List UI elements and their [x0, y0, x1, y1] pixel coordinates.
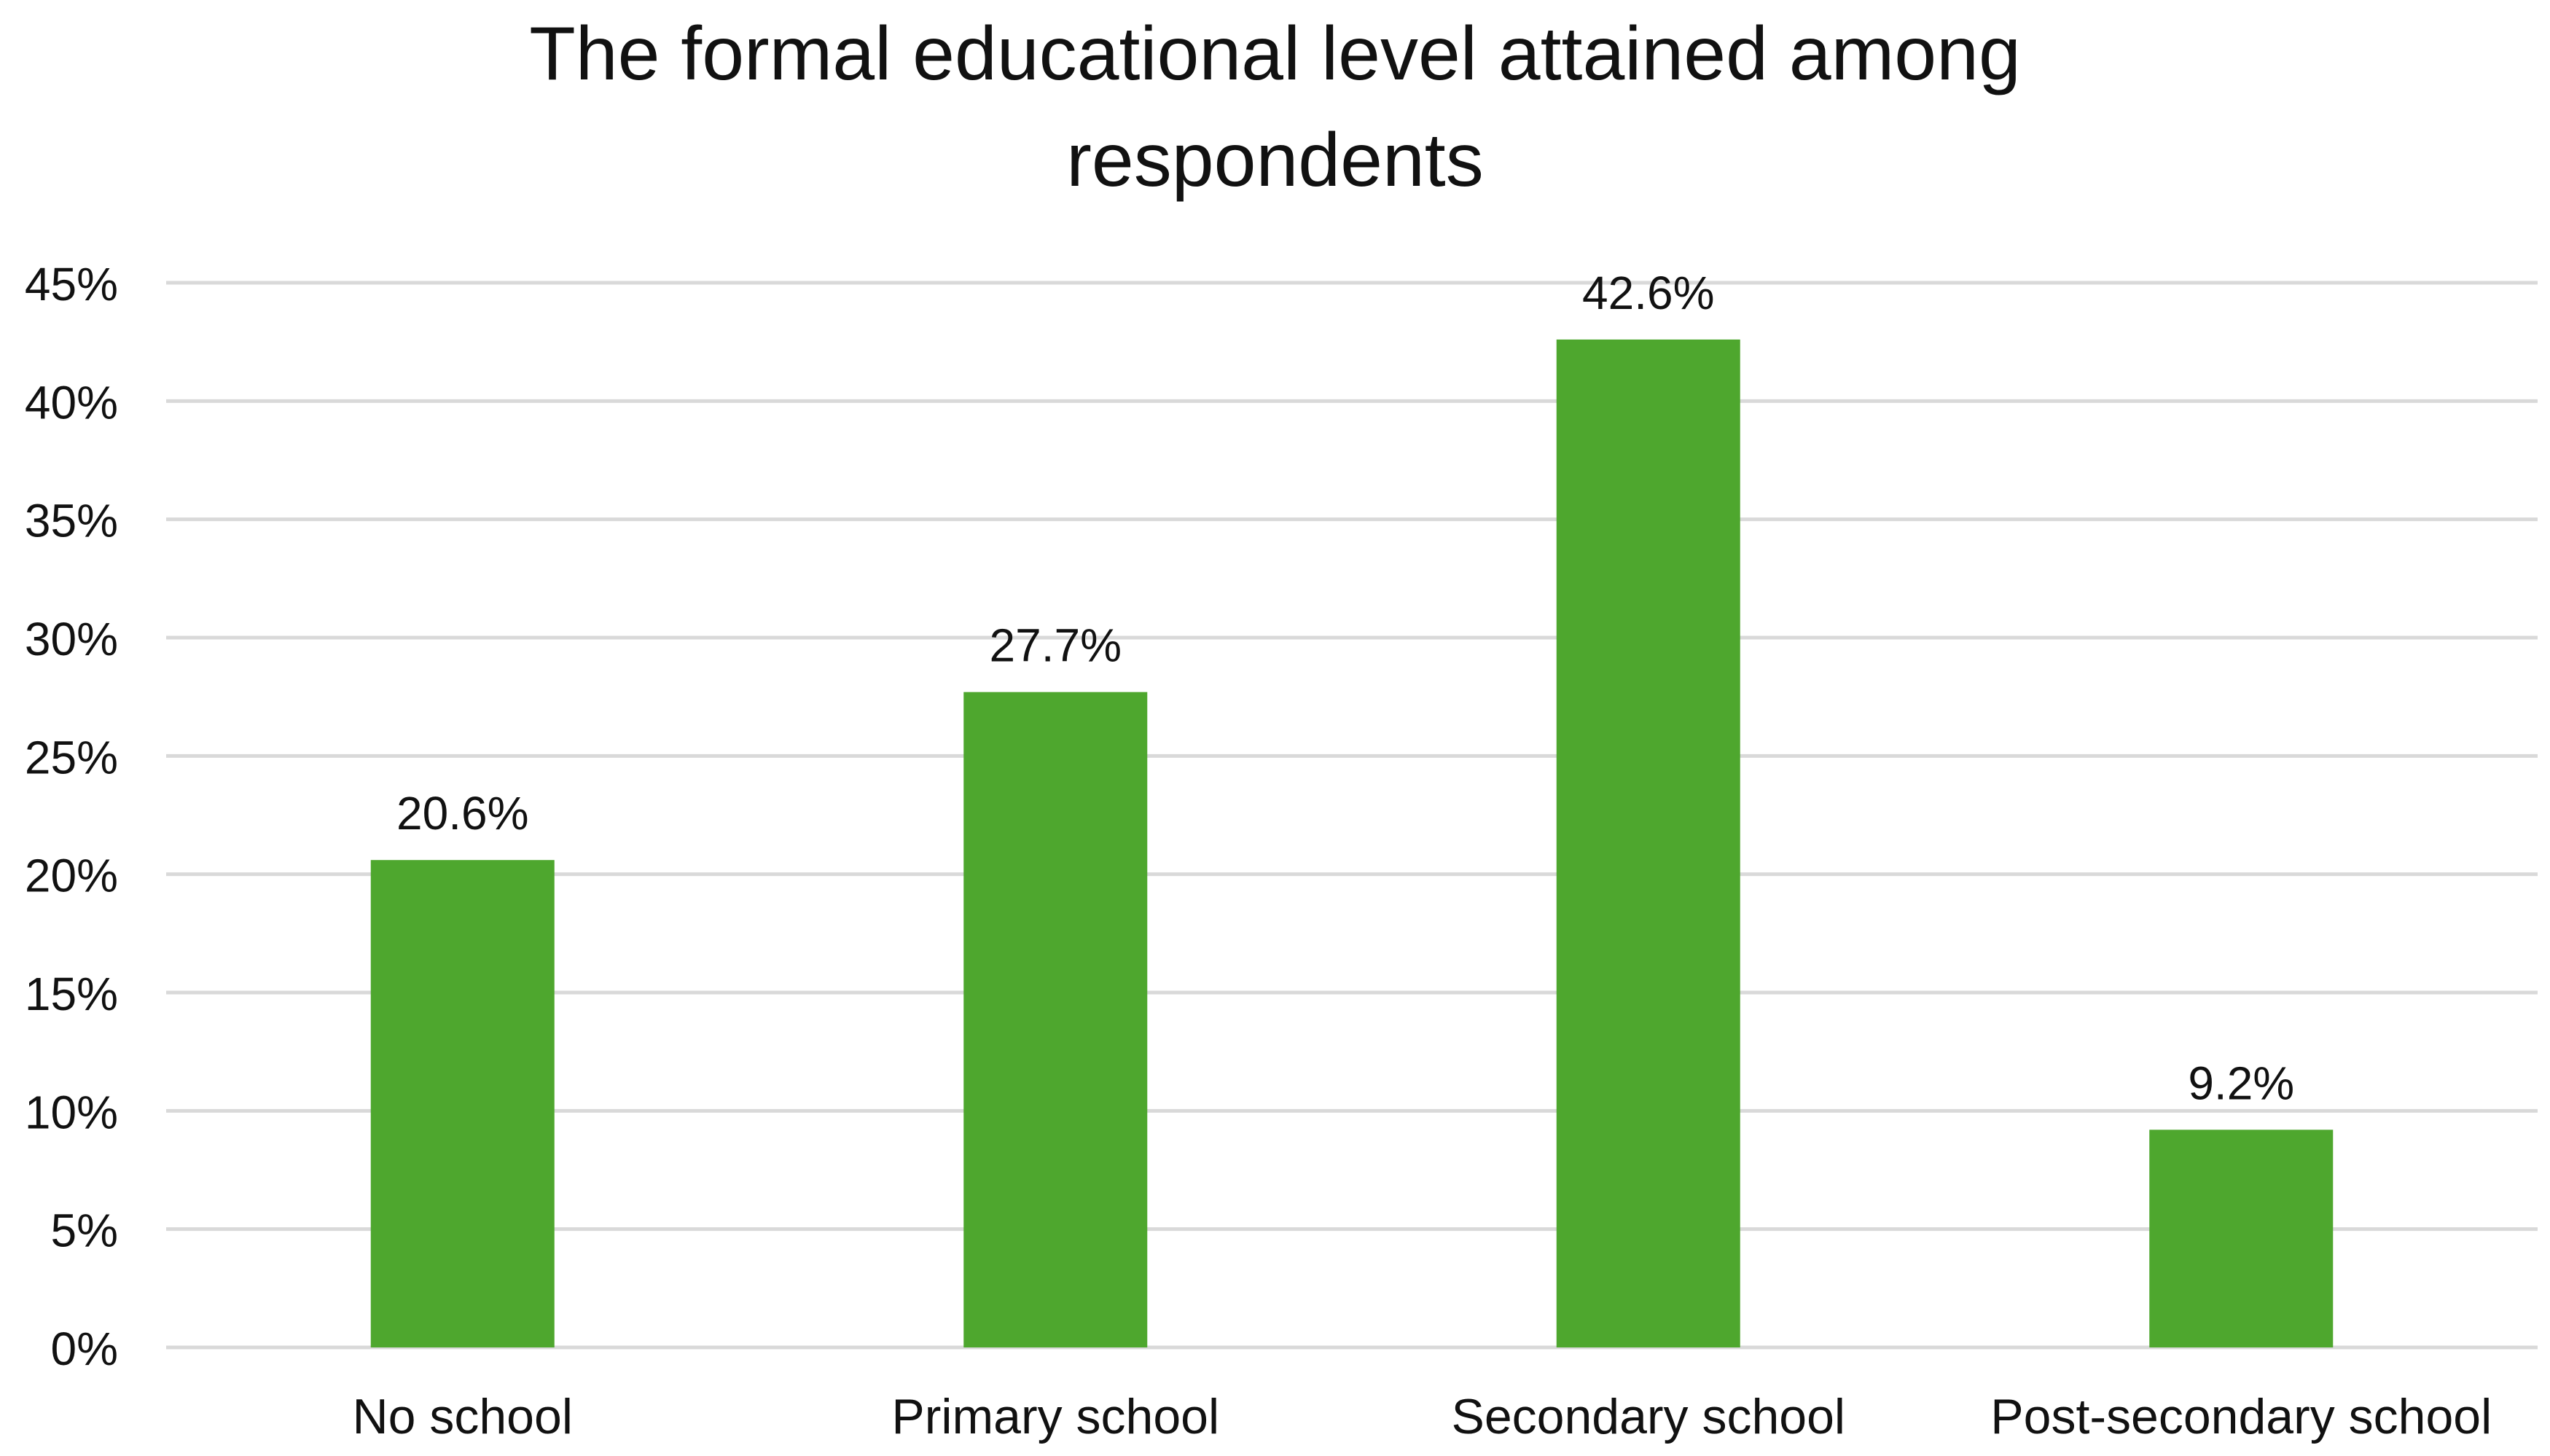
- y-tick-label: 30%: [25, 613, 118, 665]
- bar: [370, 860, 555, 1347]
- y-tick-label: 35%: [25, 495, 118, 547]
- y-tick-label: 25%: [25, 731, 118, 783]
- y-tick-label: 5%: [51, 1205, 119, 1257]
- data-label: 27.7%: [990, 619, 1122, 672]
- bar: [1556, 339, 1740, 1347]
- data-label: 9.2%: [2188, 1057, 2294, 1109]
- x-tick-label: Secondary school: [1451, 1389, 1845, 1444]
- y-tick-label: 10%: [25, 1086, 118, 1138]
- chart-title-line-1: The formal educational level attained am…: [529, 12, 2021, 96]
- chart-title-line-2: respondents: [1066, 118, 1484, 203]
- x-tick-label: Primary school: [891, 1389, 1219, 1444]
- x-tick-label: Post-secondary school: [1990, 1389, 2492, 1444]
- bar: [963, 692, 1148, 1347]
- y-tick-label: 45%: [25, 258, 118, 310]
- data-label: 20.6%: [396, 787, 528, 839]
- data-label: 42.6%: [1582, 267, 1714, 319]
- y-tick-label: 15%: [25, 968, 118, 1020]
- x-tick-label: No school: [353, 1389, 573, 1444]
- y-tick-label: 0%: [51, 1323, 119, 1375]
- y-tick-label: 40%: [25, 376, 118, 428]
- bar: [2149, 1130, 2334, 1347]
- y-tick-label: 20%: [25, 850, 118, 902]
